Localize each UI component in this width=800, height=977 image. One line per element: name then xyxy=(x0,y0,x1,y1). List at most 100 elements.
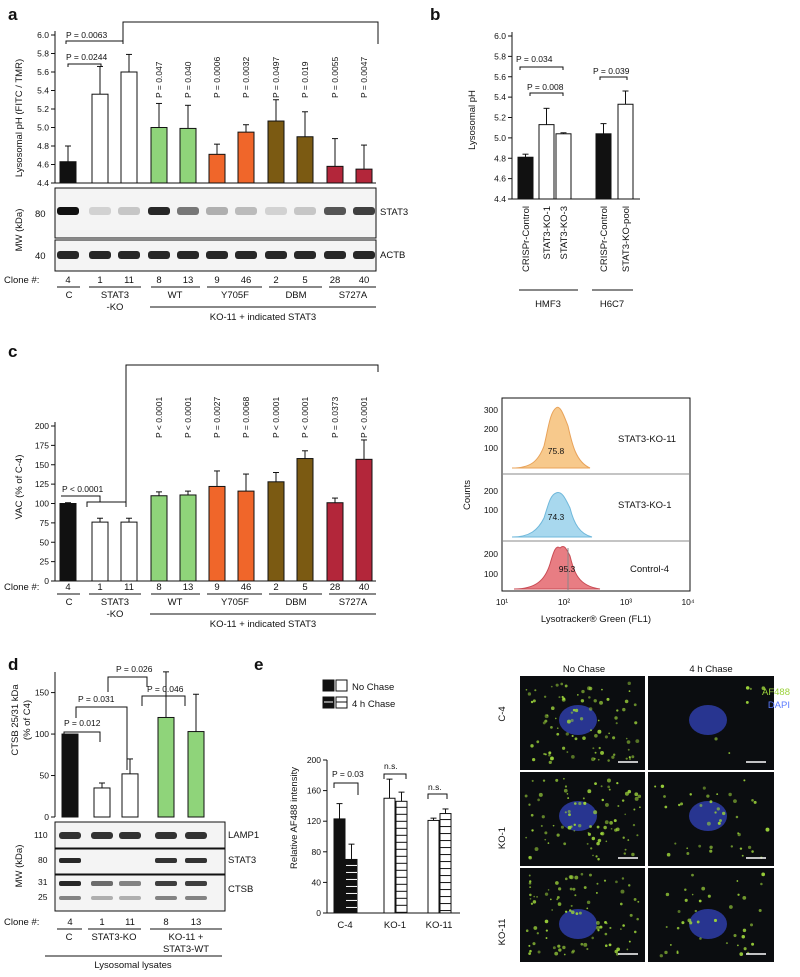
panel-a-band-actb xyxy=(294,251,316,259)
micrograph-puncta xyxy=(742,928,747,933)
micrograph-puncta xyxy=(529,893,532,897)
micrograph-puncta xyxy=(586,900,591,905)
micrograph-puncta xyxy=(739,952,744,956)
micrograph-puncta xyxy=(739,847,743,850)
panel-d-p1: P = 0.012 xyxy=(64,718,101,728)
svg-text:C: C xyxy=(66,932,73,943)
micrograph-puncta xyxy=(680,802,684,806)
hist-track-ko11 xyxy=(511,406,591,469)
micrograph-puncta xyxy=(592,854,594,857)
panel-c-clone: 28 xyxy=(330,582,341,593)
micrograph-puncta xyxy=(636,917,639,921)
panel-b-ytick-label: 4.4 xyxy=(494,194,506,204)
micrograph-puncta xyxy=(629,913,633,917)
micrograph-puncta xyxy=(594,733,598,738)
micrograph-puncta xyxy=(664,950,668,955)
panel-a-band-actb xyxy=(57,251,79,259)
micrograph-puncta xyxy=(597,719,600,722)
micrograph-puncta xyxy=(586,842,589,845)
micrograph-puncta xyxy=(556,896,560,899)
micrograph-puncta xyxy=(532,942,536,946)
micrograph-puncta xyxy=(554,717,557,720)
micrograph-puncta xyxy=(570,904,573,907)
micrograph-puncta xyxy=(575,912,579,915)
micrograph-puncta xyxy=(609,820,613,825)
micrograph-puncta xyxy=(560,825,564,829)
panel-d-band-stat3 xyxy=(59,858,81,863)
panel-a-bar xyxy=(179,127,197,184)
micrograph-puncta xyxy=(624,791,629,796)
micrograph-puncta xyxy=(595,855,598,858)
panel-a-bars xyxy=(59,53,373,184)
panel-c-clone: 1 xyxy=(97,582,102,593)
micrograph-puncta xyxy=(743,947,747,951)
panel-a-band-stat3 xyxy=(324,207,346,215)
panel-e-ytick-label: 200 xyxy=(307,755,321,765)
micrograph-puncta xyxy=(550,898,552,901)
micrograph-puncta xyxy=(745,700,749,704)
panel-d-band-ctsb31 xyxy=(185,881,207,886)
micrograph-puncta xyxy=(654,785,657,788)
panel-d-band-lamp1 xyxy=(155,832,177,839)
micrograph-puncta xyxy=(627,748,630,751)
micrograph-puncta xyxy=(587,686,591,691)
panel-a-pvalue: P = 0.047 xyxy=(154,61,164,98)
micrograph-puncta xyxy=(684,888,687,891)
panel-d-ytick-label: 150 xyxy=(35,688,49,698)
micrograph-puncta xyxy=(751,942,755,946)
micrograph-puncta xyxy=(533,926,538,930)
micrograph-puncta xyxy=(620,889,625,894)
micrograph-puncta xyxy=(698,899,702,903)
panel-c-clone: 40 xyxy=(359,582,370,593)
micrograph-puncta xyxy=(709,800,713,804)
panel-e-ylabel: Relative AF488 intensity xyxy=(289,767,300,869)
micrograph-puncta xyxy=(570,718,574,722)
micrograph-puncta xyxy=(634,792,639,797)
micrograph-puncta xyxy=(627,839,630,841)
micro-label-af488: AF488 xyxy=(762,687,790,698)
panel-b-yaxis: 6.0 5.8 5.6 5.4 5.2 5.0 4.8 4.6 4.4 xyxy=(494,31,640,204)
micrograph-puncta xyxy=(597,838,602,843)
micrograph-puncta xyxy=(621,799,625,802)
micrograph-puncta xyxy=(601,688,603,691)
svg-text:CTSB: CTSB xyxy=(228,884,253,895)
panel-b-bar xyxy=(538,124,555,200)
panel-b-xlabel: CRISPr-Control xyxy=(521,206,532,272)
svg-text:DBM: DBM xyxy=(285,290,306,301)
micrograph-puncta xyxy=(665,925,668,928)
micrograph-puncta xyxy=(637,900,640,903)
micrograph-puncta xyxy=(604,932,608,936)
micrograph-puncta xyxy=(568,813,571,817)
micrograph-puncta xyxy=(706,821,711,826)
panel-e-xlabel: KO-11 xyxy=(426,920,453,931)
micrograph-puncta xyxy=(545,929,548,932)
micrograph-puncta xyxy=(596,925,600,930)
micrograph-puncta xyxy=(528,856,531,859)
panel-d-band-ctsb31 xyxy=(119,881,141,886)
micrograph-puncta xyxy=(702,786,706,790)
micrograph-puncta xyxy=(633,703,637,707)
panel-a-ytick-label: 5.4 xyxy=(37,86,49,96)
micrograph-puncta xyxy=(639,806,641,809)
micrograph-puncta xyxy=(706,794,710,798)
panel-c-bracket-ko-b xyxy=(86,501,127,507)
panel-a-band-stat3 xyxy=(148,207,170,215)
micrograph-puncta xyxy=(623,852,626,855)
panel-d-clone: 4 xyxy=(67,917,72,928)
panel-a-band-stat3 xyxy=(206,207,228,215)
panel-e-brackets xyxy=(333,773,448,799)
svg-text:S727A: S727A xyxy=(339,597,368,608)
panel-c-ytick-label: 125 xyxy=(35,479,49,489)
panel-d-bar xyxy=(187,731,205,818)
panel-e-bar xyxy=(395,800,408,914)
panel-a-clone: 2 xyxy=(273,275,278,286)
hist-name-ko11: STAT3-KO-11 xyxy=(618,434,676,445)
panel-b-bar xyxy=(517,156,534,200)
panel-d-footer: Lysosomal lysates xyxy=(94,960,172,971)
micro-col-4h-chase: 4 h Chase xyxy=(689,664,732,675)
micrograph-puncta xyxy=(579,717,584,721)
panel-a-clones: 4 1 11 8 13 9 46 2 5 28 40 xyxy=(65,275,369,286)
micrograph-puncta xyxy=(741,854,744,857)
svg-text:KO-11 +: KO-11 + xyxy=(169,932,204,943)
panel-c-clone: 46 xyxy=(241,582,252,593)
